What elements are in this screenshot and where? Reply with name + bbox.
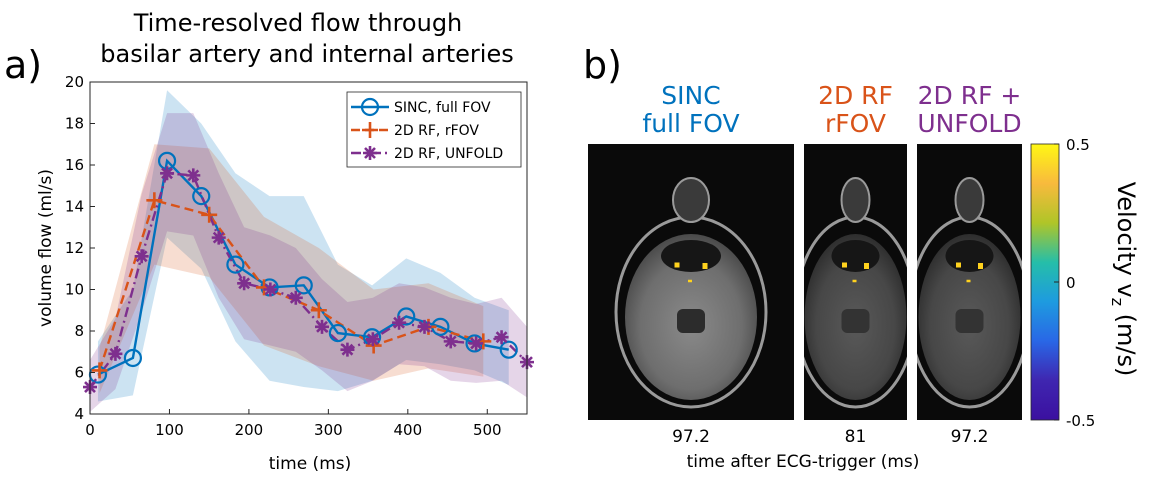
mri-title-2-line2: rFOV <box>825 109 886 138</box>
series-3-point-legend <box>363 146 377 160</box>
y-tick-label-8: 20 <box>65 73 84 91</box>
flow-plot: 0 100 200 300 400 500 4 6 8 10 12 14 16 18 20 SINC, fu… <box>65 73 534 439</box>
colorbar-tick-label-0: 0.5 <box>1066 136 1090 154</box>
colorbar-tick-label-1: 0 <box>1066 274 1076 292</box>
x-tick-label-1: 100 <box>155 421 184 439</box>
flow-signal-2-1 <box>842 262 847 268</box>
series-3-point-8 <box>288 290 303 305</box>
series-1-point-4 <box>226 255 245 274</box>
orbit-1 <box>672 177 710 223</box>
flow-signal-3-1 <box>956 262 961 268</box>
colorbar-label: Velocity vz (m/s) <box>1108 182 1140 377</box>
series-1-point-12 <box>499 340 518 359</box>
sinus-2 <box>831 240 880 272</box>
series-3-point-12 <box>392 315 407 330</box>
y-tick-label-1: 6 <box>74 364 84 382</box>
series-1-point-6 <box>294 276 313 295</box>
legend-label-2: 2D RF, rFOV <box>394 123 479 139</box>
flow-signal-1-1 <box>674 262 680 268</box>
colorbar-tick-label-2: -0.5 <box>1066 412 1095 430</box>
x-tick-label-5: 500 <box>473 421 502 439</box>
mri-title-3-line2: UNFOLD <box>917 109 1021 138</box>
x-axis-label: time (ms) <box>269 454 352 474</box>
sinus-3 <box>945 240 994 272</box>
y-tick-label-5: 14 <box>65 198 84 216</box>
series-3-point-15 <box>469 336 484 351</box>
y-tick-label-4: 12 <box>65 239 84 257</box>
series-1-point-3 <box>192 187 211 206</box>
y-tick-label-2: 8 <box>74 322 84 340</box>
flow-signal-1-3 <box>688 279 692 283</box>
legend-label-3: 2D RF, UNFOLD <box>394 146 503 162</box>
y-axis-label: volume flow (ml/s) <box>36 169 56 327</box>
mri-time-label-1: 97.2 <box>672 427 710 447</box>
y-tick-label-0: 4 <box>74 405 84 423</box>
x-tick-label-4: 400 <box>393 421 422 439</box>
series-1-point-7 <box>328 323 347 343</box>
chart-legend: SINC, full FOV 2D RF, rFOV 2D RF, UNFOLD <box>346 91 522 168</box>
series-1-point-1 <box>123 348 143 368</box>
series-3-point-6 <box>237 276 252 291</box>
x-tick-label-0: 0 <box>85 421 95 439</box>
series-3-point-10 <box>340 342 355 357</box>
series-1-point-legend <box>360 97 380 117</box>
series-1-line <box>97 158 509 376</box>
mri-time-label-2: 81 <box>845 427 867 447</box>
ventricle-2 <box>841 309 870 333</box>
series-3-point-4 <box>186 168 201 183</box>
ventricle-1 <box>677 309 705 333</box>
ventricle-3 <box>955 309 984 333</box>
series-3-point-2 <box>134 249 149 264</box>
series-3-point-11 <box>365 332 380 347</box>
mri-title-1-line2: full FOV <box>642 109 739 138</box>
y-tick-label-6: 16 <box>65 156 84 174</box>
flow-signal-3-3 <box>966 279 971 283</box>
mri-title-3-line1: 2D RF + <box>918 81 1022 110</box>
series-2-point-4 <box>310 302 327 319</box>
x-tick-label-3: 300 <box>314 421 343 439</box>
series-2-point-0 <box>91 362 108 379</box>
y-tick-label-3: 10 <box>65 281 84 299</box>
series-2-point-1 <box>146 192 163 209</box>
panel-a-label: a) <box>4 43 42 87</box>
series-3-point-9 <box>315 319 330 334</box>
series-3-point-16 <box>494 330 509 345</box>
series-3-point-7 <box>263 282 278 297</box>
flow-signal-2-2 <box>864 263 869 269</box>
x-tick-label-2: 200 <box>235 421 264 439</box>
mri-panel-3: 2D RF +UNFOLD 97.2 <box>917 81 1022 447</box>
panel-b-x-label: time after ECG-trigger (ms) <box>687 452 920 472</box>
flow-signal-2-3 <box>852 279 857 283</box>
mri-title-1-line1: SINC <box>661 81 720 110</box>
mri-time-label-3: 97.2 <box>951 427 989 447</box>
series-3-point-3 <box>160 166 175 181</box>
chart-title-line1: Time-resolved flow through <box>133 9 463 37</box>
series-3-point-13 <box>417 319 432 334</box>
series-3-point-5 <box>211 230 226 245</box>
sinus-1 <box>661 240 721 272</box>
flow-signal-1-2 <box>702 263 708 269</box>
legend-label-1: SINC, full FOV <box>394 100 491 116</box>
series-3-point-14 <box>443 334 458 349</box>
orbit-3 <box>954 177 985 223</box>
velocity-colorbar: 0.5 0 -0.5 <box>1030 136 1095 430</box>
y-tick-label-7: 18 <box>65 115 84 133</box>
orbit-2 <box>840 177 871 223</box>
mri-title-2-line1: 2D RF <box>818 81 893 110</box>
flow-signal-3-2 <box>978 263 983 269</box>
chart-title-line2: basilar artery and internal arteries <box>100 40 513 68</box>
series-2-point-legend <box>362 122 378 138</box>
series-3-point-1 <box>108 346 123 361</box>
series-2-point-2 <box>201 206 218 223</box>
panel-b-label: b) <box>583 43 622 87</box>
